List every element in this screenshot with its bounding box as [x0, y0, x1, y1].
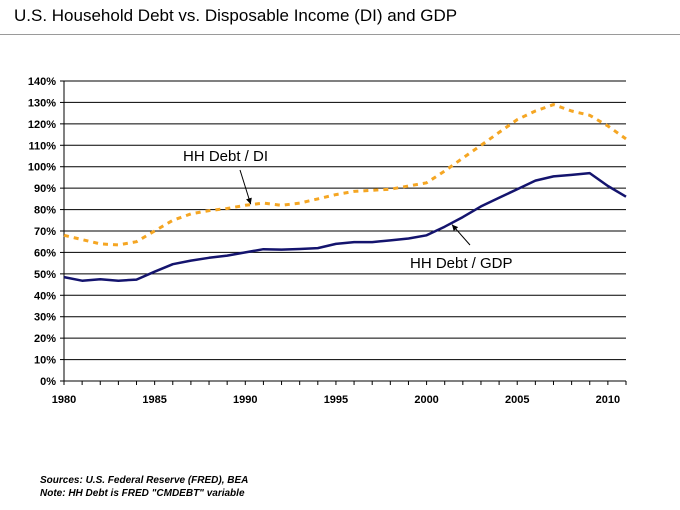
x-tick-label: 2005	[505, 394, 529, 406]
y-tick-label: 130%	[28, 97, 56, 109]
annotation-label: HH Debt / GDP	[410, 255, 513, 272]
x-tick-label: 1980	[52, 394, 76, 406]
y-tick-label: 80%	[34, 205, 56, 217]
arrowhead-icon	[246, 197, 252, 205]
series-line-debt-gdp	[63, 171, 627, 282]
variable-note: Note: HH Debt is FRED "CMDEBT" variable	[40, 488, 245, 499]
y-tick-label: 70%	[34, 226, 56, 238]
chart-title: U.S. Household Debt vs. Disposable Incom…	[14, 6, 458, 25]
sources-note: Sources: U.S. Federal Reserve (FRED), BE…	[40, 475, 249, 486]
y-tick-label: 40%	[34, 290, 56, 302]
x-tick-label: 1985	[142, 394, 166, 406]
y-tick-label: 120%	[28, 119, 56, 131]
arrowhead-icon	[451, 224, 459, 232]
y-tick-label: 20%	[34, 333, 56, 345]
series-line-debt-di	[63, 103, 627, 247]
series-lines	[63, 103, 627, 282]
y-tick-label: 10%	[34, 355, 56, 367]
y-tick-label: 100%	[28, 162, 56, 174]
y-tick-label: 50%	[34, 269, 56, 281]
y-tick-label: 0%	[40, 376, 56, 388]
y-tick-label: 110%	[28, 140, 56, 152]
x-tick-label: 2010	[596, 394, 620, 406]
axes	[60, 80, 627, 385]
tick-labels: 0% 10% 20% 30% 40% 50% 60% 70% 80% 90% 100% 110% 120…	[28, 76, 620, 406]
y-tick-label: 90%	[34, 183, 56, 195]
y-tick-label: 60%	[34, 247, 56, 259]
x-tick-label: 2000	[414, 394, 438, 406]
annotation-label: HH Debt / DI	[183, 148, 268, 165]
title-divider	[0, 34, 680, 35]
annotations: HH Debt / DI HH Debt / GDP	[183, 148, 513, 272]
y-tick-label: 30%	[34, 312, 56, 324]
y-tick-label: 140%	[28, 76, 56, 88]
gridlines	[64, 80, 626, 361]
x-tick-label: 1995	[324, 394, 348, 406]
footnotes: Sources: U.S. Federal Reserve (FRED), BE…	[40, 474, 248, 500]
x-tick-label: 1990	[233, 394, 257, 406]
